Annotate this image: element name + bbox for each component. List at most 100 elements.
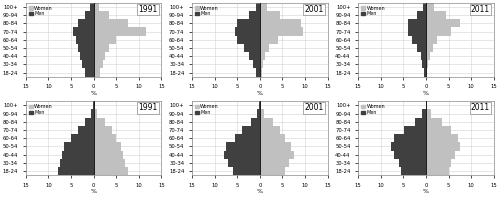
Bar bbox=[399, 159, 426, 167]
Bar bbox=[260, 159, 289, 167]
Bar bbox=[426, 159, 451, 167]
Bar bbox=[94, 19, 128, 27]
Bar bbox=[256, 69, 260, 77]
Bar bbox=[253, 60, 260, 69]
Bar bbox=[426, 44, 433, 52]
Bar bbox=[64, 142, 94, 151]
Bar bbox=[84, 11, 94, 19]
Text: 2011: 2011 bbox=[470, 103, 490, 112]
Bar bbox=[260, 44, 269, 52]
Bar bbox=[80, 52, 94, 60]
Bar bbox=[426, 52, 430, 60]
Bar bbox=[235, 134, 260, 142]
Bar bbox=[94, 44, 110, 52]
Bar bbox=[394, 134, 426, 142]
Bar bbox=[94, 118, 105, 126]
Bar bbox=[426, 151, 456, 159]
Bar bbox=[76, 36, 94, 44]
Text: 1991: 1991 bbox=[138, 103, 158, 112]
Text: 2011: 2011 bbox=[470, 5, 490, 14]
Bar bbox=[260, 142, 292, 151]
Bar bbox=[394, 151, 426, 159]
Bar bbox=[74, 27, 94, 36]
Bar bbox=[426, 167, 448, 175]
Bar bbox=[224, 151, 260, 159]
Legend: Women, Men: Women, Men bbox=[360, 5, 386, 17]
Bar bbox=[260, 110, 264, 118]
Bar bbox=[94, 159, 126, 167]
Bar bbox=[260, 134, 284, 142]
Bar bbox=[248, 11, 260, 19]
Bar bbox=[260, 11, 280, 19]
Bar bbox=[260, 60, 264, 69]
Bar bbox=[94, 134, 116, 142]
Bar bbox=[260, 69, 262, 77]
Bar bbox=[426, 134, 458, 142]
Bar bbox=[232, 167, 260, 175]
Bar bbox=[82, 60, 94, 69]
Bar bbox=[426, 3, 434, 11]
Text: 2001: 2001 bbox=[304, 103, 324, 112]
Bar bbox=[426, 126, 451, 134]
Legend: Women, Men: Women, Men bbox=[28, 104, 53, 115]
X-axis label: %: % bbox=[90, 189, 96, 194]
Bar bbox=[244, 44, 260, 52]
X-axis label: %: % bbox=[257, 91, 263, 96]
Bar bbox=[251, 118, 260, 126]
Bar bbox=[58, 167, 94, 175]
Bar bbox=[260, 36, 278, 44]
X-axis label: %: % bbox=[257, 189, 263, 194]
Bar bbox=[426, 11, 446, 19]
Bar bbox=[94, 27, 146, 36]
Bar bbox=[60, 159, 94, 167]
Bar bbox=[237, 36, 260, 44]
Bar bbox=[424, 3, 426, 11]
Bar bbox=[94, 52, 105, 60]
Bar bbox=[94, 167, 128, 175]
Bar bbox=[94, 60, 102, 69]
Bar bbox=[426, 101, 428, 110]
X-axis label: %: % bbox=[423, 91, 429, 96]
Bar bbox=[260, 3, 266, 11]
Bar bbox=[94, 142, 120, 151]
Bar bbox=[94, 110, 97, 118]
Bar bbox=[235, 27, 260, 36]
Bar bbox=[260, 151, 294, 159]
Bar bbox=[242, 126, 260, 134]
Bar bbox=[420, 52, 426, 60]
Bar bbox=[256, 110, 260, 118]
Bar bbox=[391, 142, 426, 151]
Bar bbox=[426, 69, 428, 77]
Bar bbox=[260, 126, 280, 134]
X-axis label: %: % bbox=[90, 91, 96, 96]
Legend: Women, Men: Women, Men bbox=[194, 5, 220, 17]
Bar bbox=[426, 27, 451, 36]
Bar bbox=[94, 36, 116, 44]
Bar bbox=[94, 151, 123, 159]
Bar bbox=[404, 126, 426, 134]
Bar bbox=[414, 118, 426, 126]
Legend: Women, Men: Women, Men bbox=[194, 104, 220, 115]
Bar bbox=[260, 27, 303, 36]
Bar bbox=[94, 126, 112, 134]
Text: 2001: 2001 bbox=[304, 5, 324, 14]
Legend: Women, Men: Women, Men bbox=[28, 5, 53, 17]
Bar bbox=[94, 11, 110, 19]
Bar bbox=[426, 110, 432, 118]
Bar bbox=[228, 159, 260, 167]
Bar bbox=[90, 3, 94, 11]
Bar bbox=[84, 69, 94, 77]
Bar bbox=[260, 19, 300, 27]
Bar bbox=[226, 142, 260, 151]
Bar bbox=[78, 44, 94, 52]
Bar bbox=[237, 19, 260, 27]
Bar bbox=[422, 60, 426, 69]
Bar bbox=[62, 151, 94, 159]
Bar bbox=[78, 19, 94, 27]
Bar bbox=[412, 36, 426, 44]
Text: 1991: 1991 bbox=[138, 5, 158, 14]
Bar bbox=[94, 69, 100, 77]
Bar bbox=[260, 118, 274, 126]
Bar bbox=[408, 27, 426, 36]
Bar bbox=[71, 134, 94, 142]
